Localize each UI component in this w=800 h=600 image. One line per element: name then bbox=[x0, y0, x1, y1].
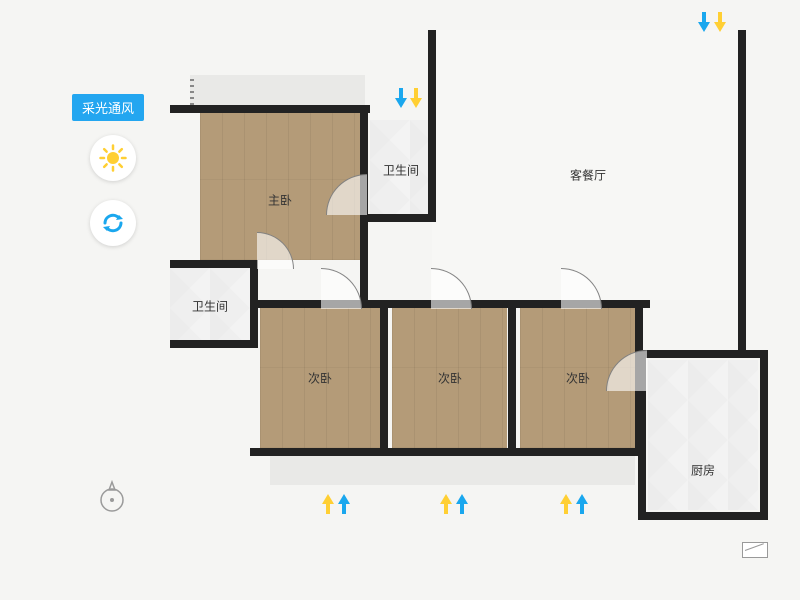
room-kitchen bbox=[648, 360, 758, 510]
room-bath2 bbox=[170, 268, 250, 343]
wall-segment bbox=[380, 300, 388, 450]
sun-arrow-icon bbox=[410, 88, 422, 113]
air-arrow-icon bbox=[395, 88, 407, 113]
room-bed3 bbox=[392, 308, 507, 448]
window-marker-icon bbox=[742, 542, 768, 558]
compass-icon bbox=[95, 480, 129, 514]
wall-segment bbox=[170, 340, 258, 348]
wall-segment bbox=[368, 214, 436, 222]
air-arrow-icon bbox=[456, 494, 468, 519]
air-arrow-icon bbox=[338, 494, 350, 519]
stage: 采光通风 客餐厅主卧卫生间卫生间次卧次卧次卧厨房 bbox=[0, 0, 800, 600]
wall-segment bbox=[428, 30, 436, 222]
sun-arrow-icon bbox=[714, 12, 726, 37]
cycle-icon bbox=[99, 209, 127, 237]
wall-segment bbox=[360, 105, 368, 305]
cycle-button[interactable] bbox=[90, 200, 136, 246]
air-arrow-icon bbox=[576, 494, 588, 519]
wall-segment bbox=[170, 260, 258, 268]
balcony-rail-top bbox=[190, 75, 194, 105]
room-bath1 bbox=[370, 120, 432, 220]
wall-segment bbox=[508, 300, 516, 450]
sun-arrow-icon bbox=[322, 494, 334, 519]
sun-arrow-icon bbox=[440, 494, 452, 519]
wall-segment bbox=[170, 105, 370, 113]
wall-segment bbox=[738, 30, 746, 358]
wall-segment bbox=[638, 350, 646, 520]
air-arrow-icon bbox=[698, 12, 710, 37]
wall-segment bbox=[250, 448, 643, 456]
wall-segment bbox=[638, 350, 768, 358]
sun-arrow-icon bbox=[560, 494, 572, 519]
room-master bbox=[200, 110, 360, 260]
sun-button[interactable] bbox=[90, 135, 136, 181]
wall-segment bbox=[638, 512, 768, 520]
floor-plan: 客餐厅主卧卫生间卫生间次卧次卧次卧厨房 bbox=[170, 30, 770, 570]
lighting-ventilation-badge[interactable]: 采光通风 bbox=[72, 94, 144, 121]
wall-segment bbox=[760, 350, 768, 520]
room-balc_btm bbox=[270, 455, 635, 485]
wall-segment bbox=[250, 300, 650, 308]
room-living bbox=[432, 30, 742, 300]
room-bed4 bbox=[520, 308, 635, 448]
room-balc_top bbox=[190, 75, 365, 105]
sun-icon bbox=[99, 144, 127, 172]
room-bed2 bbox=[260, 308, 380, 448]
